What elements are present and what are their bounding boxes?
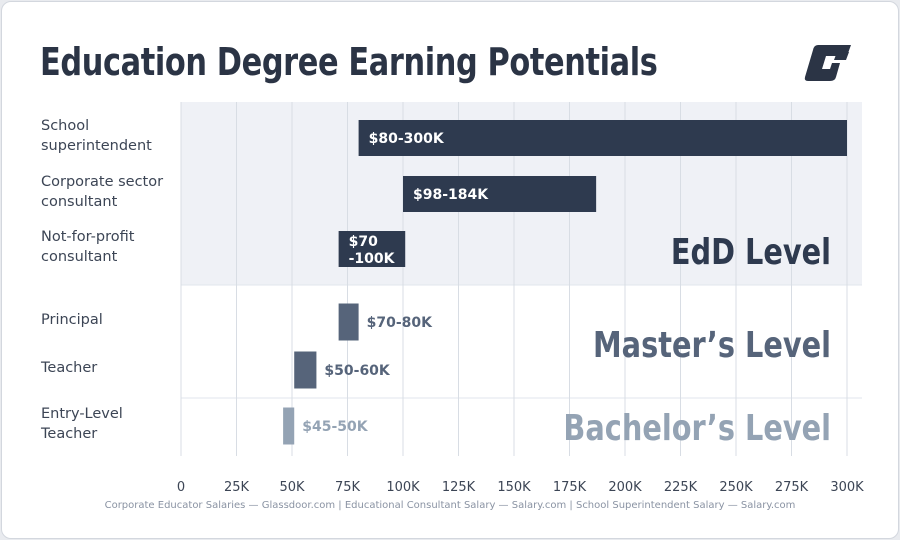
x-tick-label: 250K <box>719 480 753 495</box>
bar-value-label: $80-300K <box>369 131 445 147</box>
category-label: Entry-Level Teacher <box>41 406 123 442</box>
range-bar <box>283 407 295 445</box>
x-tick-label: 25K <box>224 480 250 495</box>
range-bar <box>403 176 597 212</box>
bar-value-label: $50-60K <box>324 363 391 379</box>
group-label: EdD Level <box>671 231 831 273</box>
range-bar <box>358 120 847 156</box>
group-label: Bachelor’s Level <box>563 407 831 449</box>
range-bar <box>338 303 359 341</box>
x-tick-label: 50K <box>279 480 305 495</box>
bar-value-label: $45-50K <box>302 419 369 435</box>
x-tick-label: 225K <box>664 480 698 495</box>
x-tick-label: 150K <box>497 480 531 495</box>
x-tick-label: 175K <box>553 480 587 495</box>
category-label: Principal <box>41 312 103 328</box>
chart-title: Education Degree Earning Potentials <box>40 40 658 84</box>
bar-value-label: $70-80K <box>367 315 434 331</box>
bar-value-label: $98-184K <box>413 187 489 203</box>
group-label: Master’s Level <box>593 324 831 366</box>
x-tick-label: 275K <box>775 480 809 495</box>
x-tick-label: 125K <box>442 480 476 495</box>
range-bar <box>294 351 317 389</box>
category-label: School superintendent <box>41 118 152 154</box>
x-tick-label: 200K <box>608 480 642 495</box>
category-label: Not-for-profit consultant <box>41 229 135 265</box>
x-tick-label: 100K <box>386 480 420 495</box>
source-note: Corporate Educator Salaries — Glassdoor.… <box>104 500 796 511</box>
category-label: Teacher <box>41 360 98 376</box>
x-tick-label: 300K <box>830 480 864 495</box>
range-bar <box>338 231 406 267</box>
category-label: Corporate sector consultant <box>41 174 164 210</box>
guide-logo-icon <box>804 45 851 81</box>
x-tick-label: 0 <box>177 480 185 495</box>
bar-value-label: $70 -100K <box>349 234 396 267</box>
group-band <box>181 398 862 454</box>
x-tick-label: 75K <box>335 480 361 495</box>
